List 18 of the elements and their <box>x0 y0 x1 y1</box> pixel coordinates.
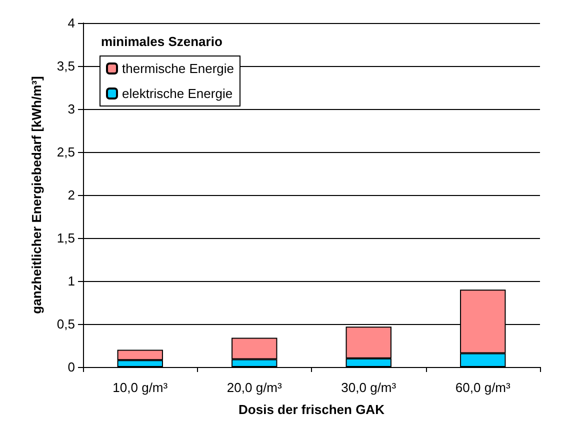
x-tick-label: 60,0 g/m³ <box>455 380 511 395</box>
y-tick-label: 3 <box>68 102 75 116</box>
y-axis-title: ganzheitlicher Energiebedarf [kWh/m³] <box>29 76 44 314</box>
y-tick-label: 4 <box>68 16 75 30</box>
y-tick-label: 1 <box>68 274 75 288</box>
text: minimales Szenario <box>101 34 222 49</box>
y-tick-label: 1,5 <box>56 230 75 246</box>
x-tick-label: 10,0 g/m³ <box>112 380 168 395</box>
y-tick-label: 3,5 <box>56 58 75 74</box>
y-tick-label: 0,5 <box>56 316 75 332</box>
legend-label: elektrische Energie <box>122 86 233 101</box>
y-tick-label: 2 <box>68 188 75 202</box>
x-tick-label: 30,0 g/m³ <box>341 380 397 395</box>
y-tick-label: 2,5 <box>56 144 75 160</box>
x-tick-label: 20,0 g/m³ <box>226 380 282 395</box>
legend-label: thermische Energie <box>122 61 234 76</box>
y-tick-label: 0 <box>68 360 75 374</box>
x-axis-title: Dosis der frischen GAK <box>238 402 386 417</box>
